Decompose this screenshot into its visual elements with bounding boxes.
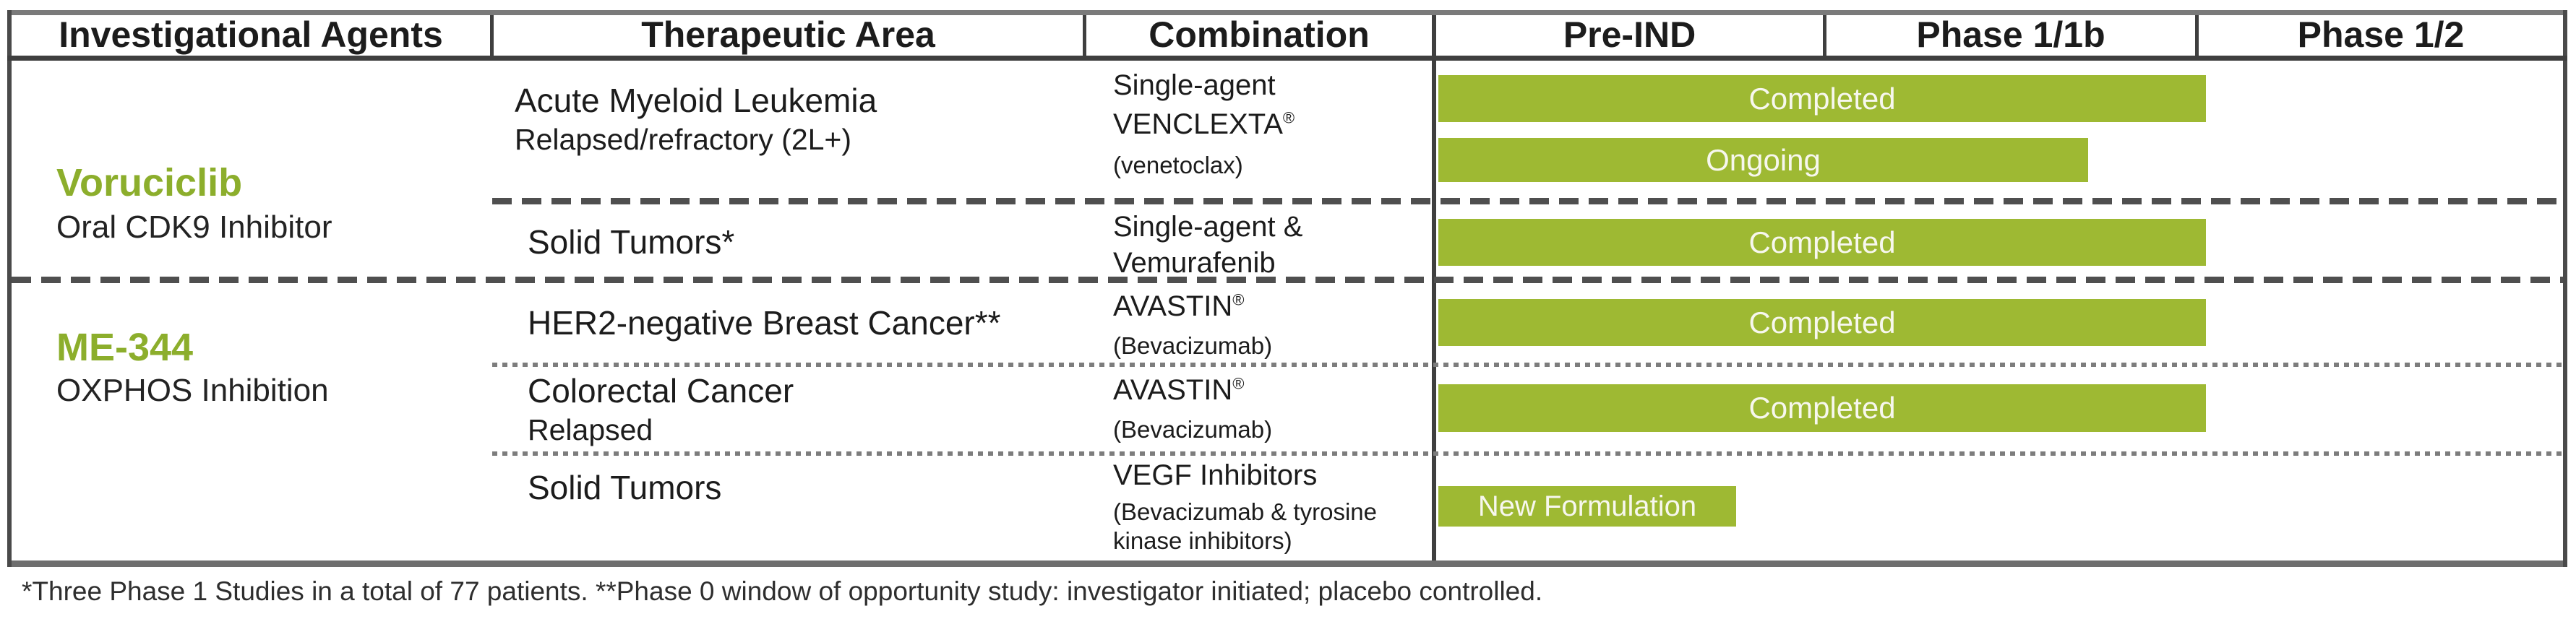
header-phase-1-1b: Phase 1/1b — [1916, 14, 2105, 55]
combo-colorectal-line1: AVASTIN® — [1113, 374, 1245, 406]
area-aml-sub: Relapsed/refractory (2L+) — [515, 123, 852, 156]
agent-moa-me344: OXPHOS Inhibition — [56, 373, 329, 408]
bar-solidtumors-completed: Completed — [1438, 219, 2206, 266]
combo-st2-line2: (Bevacizumab & tyrosine — [1113, 498, 1377, 525]
bar-label: Completed — [1748, 305, 1896, 339]
area-solid-tumors-voruciclib: Solid Tumors* — [528, 223, 735, 261]
area-aml: Acute Myeloid Leukemia — [515, 82, 877, 119]
table-left-border — [7, 10, 12, 567]
combo-st-line2: Vemurafenib — [1113, 247, 1276, 279]
bar-label: New Formulation — [1477, 490, 1697, 522]
bar-label: Completed — [1748, 81, 1896, 116]
bar-solidtumors-new-formulation: New Formulation — [1438, 486, 1736, 527]
header-divider-2 — [1083, 15, 1086, 56]
bar-label: Completed — [1748, 225, 1896, 259]
header-phase-1-2: Phase 1/2 — [2297, 14, 2465, 55]
header-divider-5 — [2195, 15, 2199, 56]
combo-breast-line2: (Bevacizumab) — [1113, 332, 1273, 359]
bar-aml-completed: Completed — [1438, 75, 2206, 122]
bar-colorectal-completed: Completed — [1438, 384, 2206, 432]
row-divider-aml-solidtumors — [492, 198, 2563, 204]
header-combination: Combination — [1149, 14, 1370, 55]
row-divider-breast-colorectal — [492, 363, 2563, 367]
header-investigational-agents: Investigational Agents — [59, 14, 443, 55]
combo-aml-line1: Single-agent — [1113, 69, 1276, 101]
area-solid-tumors-me344: Solid Tumors — [528, 469, 722, 506]
bar-breast-completed: Completed — [1438, 299, 2206, 346]
combo-colorectal-line2: (Bevacizumab) — [1113, 416, 1273, 443]
combo-st-line1: Single-agent & — [1113, 211, 1303, 243]
bar-label: Completed — [1748, 391, 1896, 425]
area-colorectal-cancer: Colorectal Cancer — [528, 372, 794, 410]
combo-st2-line1: VEGF Inhibitors — [1113, 459, 1318, 491]
bar-label: Ongoing — [1706, 142, 1821, 177]
header-divider-4 — [1823, 15, 1826, 56]
table-bottom-border — [7, 560, 2567, 567]
area-her2-breast-cancer: HER2-negative Breast Cancer** — [528, 304, 1001, 342]
agent-name-voruciclib: Voruciclib — [56, 161, 243, 204]
combo-aml-line3: (venetoclax) — [1113, 152, 1243, 178]
combo-breast-line1: AVASTIN® — [1113, 290, 1245, 322]
combo-aml-line2: VENCLEXTA® — [1113, 108, 1295, 140]
header-bottom-border — [7, 56, 2567, 61]
phase-column-border — [1432, 15, 1436, 560]
header-divider-1 — [490, 15, 494, 56]
section-divider-voruciclib-me344 — [12, 277, 2563, 283]
area-colorectal-sub: Relapsed — [528, 413, 653, 446]
agent-moa-voruciclib: Oral CDK9 Inhibitor — [56, 209, 332, 245]
table-right-border — [2563, 10, 2567, 567]
footnote: *Three Phase 1 Studies in a total of 77 … — [22, 576, 1543, 606]
header-pre-ind: Pre-IND — [1563, 14, 1696, 55]
agent-name-me344: ME-344 — [56, 326, 194, 369]
bar-aml-ongoing: Ongoing — [1438, 138, 2088, 182]
header-therapeutic-area: Therapeutic Area — [641, 14, 935, 55]
table-top-border — [7, 10, 2567, 15]
combo-st2-line3: kinase inhibitors) — [1113, 527, 1292, 554]
row-divider-colorectal-solidtumors — [492, 451, 2563, 456]
